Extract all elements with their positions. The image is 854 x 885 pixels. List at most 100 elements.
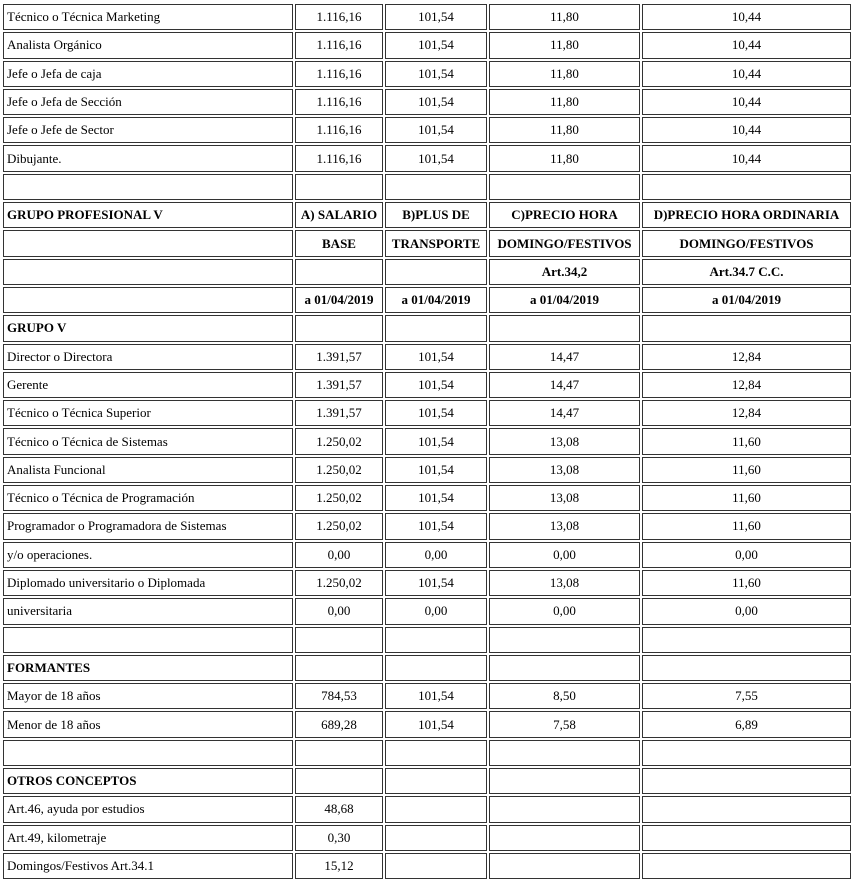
table-cell (385, 768, 487, 795)
table-cell: Jefe o Jefa de Sección (3, 88, 293, 116)
table-row: Analista Funcional 1.250,02 101,54 13,08 11,… (3, 456, 851, 484)
table-header-row: BASE TRANSPORTE DOMINGO/FESTIVOS DOMINGO/FE… (3, 230, 851, 257)
table-cell: 11,80 (489, 145, 640, 172)
table-cell: 10,44 (642, 88, 851, 116)
table-cell (642, 739, 851, 767)
table-cell: DOMINGO/FESTIVOS (642, 230, 851, 257)
table-cell: 11,60 (642, 513, 851, 540)
table-cell: 7,55 (642, 683, 851, 710)
table-cell: 1.116,16 (295, 60, 383, 87)
table-row: Dibujante. 1.116,16 101,54 11,80 10,44 (3, 145, 851, 172)
table-cell: Gerente (3, 371, 293, 399)
table-cell: C)PRECIO HORA (489, 202, 640, 229)
table-cell: 10,44 (642, 4, 851, 31)
table-cell (3, 626, 293, 653)
table-cell: 1.250,02 (295, 456, 383, 484)
table-row: Diplomado universitario o Diplomada 1.250… (3, 569, 851, 597)
table-row: Art.49, kilometraje 0,30 (3, 824, 851, 851)
table-cell (642, 824, 851, 851)
table-cell (642, 626, 851, 653)
table-cell (489, 768, 640, 795)
table-cell: 1.391,57 (295, 343, 383, 370)
table-cell: 12,84 (642, 343, 851, 370)
table-cell: 14,47 (489, 343, 640, 370)
table-row: Jefe o Jefa de caja 1.116,16 101,54 11,80 10… (3, 60, 851, 87)
table-cell: a 01/04/2019 (385, 286, 487, 314)
table-cell: 101,54 (385, 428, 487, 455)
table-cell (489, 824, 640, 851)
table-cell: 15,12 (295, 852, 383, 880)
table-cell (489, 796, 640, 823)
table-cell (295, 173, 383, 201)
table-cell: 11,80 (489, 88, 640, 116)
table-row: Técnico o Técnica de Programación 1.250,0… (3, 485, 851, 512)
table-row (3, 739, 851, 767)
table-row: Jefe o Jefe de Sector 1.116,16 101,54 11,80… (3, 117, 851, 144)
table-cell: 11,60 (642, 428, 851, 455)
table-cell: 48,68 (295, 796, 383, 823)
table-cell (385, 739, 487, 767)
table-cell: 1.250,02 (295, 569, 383, 597)
table-cell: universitaria (3, 598, 293, 625)
table-cell (385, 852, 487, 880)
table-cell: 1.116,16 (295, 88, 383, 116)
table-cell (3, 286, 293, 314)
table-cell: TRANSPORTE (385, 230, 487, 257)
table-cell: Técnico o Técnica de Sistemas (3, 428, 293, 455)
table-cell (385, 824, 487, 851)
table-cell: 101,54 (385, 32, 487, 59)
table-cell: Analista Orgánico (3, 32, 293, 59)
table-cell (385, 173, 487, 201)
table-cell: 13,08 (489, 513, 640, 540)
table-cell: 101,54 (385, 711, 487, 738)
table-row: Gerente 1.391,57 101,54 14,47 12,84 (3, 371, 851, 399)
table-cell: 11,80 (489, 4, 640, 31)
table-row: Director o Directora 1.391,57 101,54 14,47 1… (3, 343, 851, 370)
table-cell: Domingos/Festivos Art.34.1 (3, 852, 293, 880)
table-cell: 1.116,16 (295, 32, 383, 59)
table-cell (385, 315, 487, 342)
table-cell: 101,54 (385, 485, 487, 512)
table-cell: 0,00 (642, 598, 851, 625)
table-cell: a 01/04/2019 (489, 286, 640, 314)
table-cell: 101,54 (385, 60, 487, 87)
table-cell: 8,50 (489, 683, 640, 710)
table-cell (642, 768, 851, 795)
table-header-row: FORMANTES (3, 654, 851, 682)
table-cell: 101,54 (385, 569, 487, 597)
table-cell: 13,08 (489, 569, 640, 597)
table-cell: 13,08 (489, 428, 640, 455)
table-header-row: OTROS CONCEPTOS (3, 768, 851, 795)
table-row: Técnico o Técnica de Sistemas 1.250,02 101… (3, 428, 851, 455)
table-cell (489, 626, 640, 653)
table-cell: 689,28 (295, 711, 383, 738)
table-cell: Menor de 18 años (3, 711, 293, 738)
table-cell: Técnico o Técnica Marketing (3, 4, 293, 31)
table-cell: 11,60 (642, 569, 851, 597)
table-cell: Art.46, ayuda por estudios (3, 796, 293, 823)
table-cell: 1.391,57 (295, 371, 383, 399)
table-cell: 11,80 (489, 117, 640, 144)
table-cell (489, 654, 640, 682)
table-cell: FORMANTES (3, 654, 293, 682)
table-cell: 1.250,02 (295, 428, 383, 455)
table-cell: 1.250,02 (295, 513, 383, 540)
table-cell (385, 796, 487, 823)
table-row: Mayor de 18 años 784,53 101,54 8,50 7,55 (3, 683, 851, 710)
table-cell: 14,47 (489, 371, 640, 399)
table-cell: 14,47 (489, 400, 640, 427)
table-header-row: a 01/04/2019 a 01/04/2019 a 01/04/2019 a 01… (3, 286, 851, 314)
table-cell: 1.116,16 (295, 117, 383, 144)
table-cell: Art.49, kilometraje (3, 824, 293, 851)
table-cell: 10,44 (642, 145, 851, 172)
table-cell: 0,30 (295, 824, 383, 851)
table-cell (642, 654, 851, 682)
table-cell (3, 230, 293, 257)
table-cell (295, 258, 383, 285)
table-cell: Dibujante. (3, 145, 293, 172)
table-cell (489, 315, 640, 342)
table-cell (385, 654, 487, 682)
table-row: Jefe o Jefa de Sección 1.116,16 101,54 11,8… (3, 88, 851, 116)
table-cell: 101,54 (385, 371, 487, 399)
table-cell (3, 173, 293, 201)
